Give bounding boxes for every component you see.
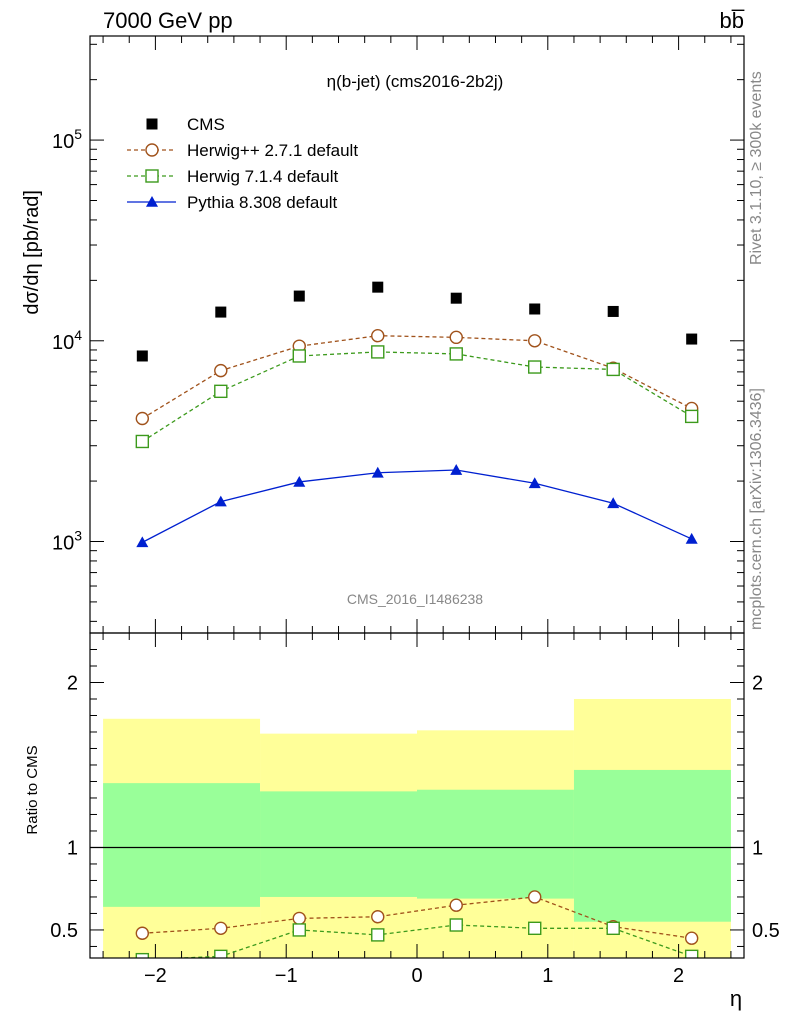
ratio-point xyxy=(449,898,463,912)
series-0 xyxy=(136,281,698,362)
data-point xyxy=(528,334,542,348)
legend-marker xyxy=(146,196,158,207)
ratio-series-1 xyxy=(135,918,699,958)
ratio-point xyxy=(135,926,150,940)
ratio-point xyxy=(214,921,228,936)
x-tick-label: 0 xyxy=(411,965,422,987)
series-line xyxy=(141,335,692,420)
band-green xyxy=(573,769,731,922)
ratio-bands xyxy=(90,698,744,958)
ratio-point xyxy=(528,921,542,936)
mcplots-label: mcplots.cern.ch [arXiv:1306.3436] xyxy=(748,388,765,630)
band-green xyxy=(417,789,574,899)
legend-label: Pythia 8.308 default xyxy=(187,193,338,212)
ratio-point xyxy=(684,949,699,958)
series-2 xyxy=(135,345,699,449)
x-tick-label: 1 xyxy=(542,965,553,987)
data-point xyxy=(136,536,149,548)
data-point xyxy=(214,363,228,378)
data-point xyxy=(371,466,384,478)
ratio-point xyxy=(371,910,385,924)
ratio-line xyxy=(166,924,692,958)
ratio-point xyxy=(135,952,150,958)
legend-label: Herwig 7.1.4 default xyxy=(187,167,338,186)
data-point xyxy=(449,330,463,345)
ratio-y-tick-label: 2 xyxy=(67,672,78,694)
series-line xyxy=(141,351,693,443)
rivet-label: Rivet 3.1.10, ≥ 300k events xyxy=(748,71,765,265)
ratio-y-tick-label: 2 xyxy=(752,672,763,694)
x-tick-label: 2 xyxy=(673,965,684,987)
data-point xyxy=(450,292,462,304)
ratio-axis-ticks: 0.5 0.5 1 1 2 2 −2 −1 0 1 2 xyxy=(50,633,780,987)
main-y-tick-label: 103 xyxy=(52,527,82,554)
band-green xyxy=(260,791,417,897)
ratio-y-tick-label: 0.5 xyxy=(50,920,78,942)
data-point xyxy=(607,497,620,509)
data-point xyxy=(214,384,228,399)
legend-marker xyxy=(145,169,159,183)
ratio-point xyxy=(606,921,620,936)
main-axis-ticks: 103 104 105 xyxy=(52,36,744,633)
watermark: CMS_2016_I1486238 xyxy=(347,591,483,607)
data-point xyxy=(528,477,541,489)
band-green xyxy=(103,783,261,907)
legend-label: CMS xyxy=(187,115,225,134)
data-point xyxy=(371,345,385,359)
main-y-axis-label: dσ/dη [pb/rad] xyxy=(21,190,43,315)
series-1 xyxy=(135,329,699,426)
data-point xyxy=(371,329,385,343)
data-point xyxy=(449,347,463,361)
header-right: bb̅ xyxy=(720,8,745,33)
main-y-tick-label: 104 xyxy=(52,327,82,354)
data-point xyxy=(684,409,699,424)
main-chart-title: η(b-jet) (cms2016-2b2j) xyxy=(327,72,504,91)
ratio-series-group xyxy=(135,890,699,958)
data-point xyxy=(528,360,542,374)
data-point xyxy=(606,362,620,377)
data-point xyxy=(293,475,306,487)
data-point xyxy=(136,350,148,362)
data-point xyxy=(529,303,541,315)
ratio-line xyxy=(142,896,692,939)
ratio-frame xyxy=(89,632,745,959)
legend: CMS Herwig++ 2.7.1 default Herwig 7.1.4 de… xyxy=(127,115,358,212)
ratio-y-axis-label: Ratio to CMS xyxy=(24,745,41,834)
data-point xyxy=(686,333,698,345)
ratio-point xyxy=(528,890,542,904)
data-point xyxy=(685,532,698,544)
data-point xyxy=(292,349,306,363)
legend-marker xyxy=(145,143,159,157)
ratio-y-tick-label: 1 xyxy=(752,837,763,859)
main-series-group xyxy=(135,281,699,548)
data-point xyxy=(215,306,227,318)
ratio-point xyxy=(214,949,228,958)
ratio-point xyxy=(292,923,306,937)
data-point xyxy=(372,281,384,293)
x-axis-label: η xyxy=(730,986,742,1011)
ratio-y-tick-label: 1 xyxy=(67,837,78,859)
legend-marker xyxy=(146,118,158,130)
ratio-series-0 xyxy=(135,890,699,945)
ratio-point xyxy=(449,918,463,932)
data-point xyxy=(214,495,227,507)
main-y-tick-label: 105 xyxy=(52,126,82,153)
series-3 xyxy=(136,464,698,548)
data-point xyxy=(450,464,463,475)
series-line xyxy=(142,469,692,543)
data-point xyxy=(135,411,150,426)
x-tick-label: −1 xyxy=(275,965,298,987)
legend-label: Herwig++ 2.7.1 default xyxy=(187,141,358,160)
ratio-point xyxy=(292,911,306,926)
data-point xyxy=(293,290,305,302)
ratio-point xyxy=(684,931,699,945)
x-tick-label: −2 xyxy=(144,965,167,987)
data-point xyxy=(135,434,150,449)
ratio-y-tick-label: 0.5 xyxy=(752,920,780,942)
ratio-point xyxy=(371,928,385,942)
header-left: 7000 GeV pp xyxy=(103,8,233,33)
data-point xyxy=(607,305,619,317)
